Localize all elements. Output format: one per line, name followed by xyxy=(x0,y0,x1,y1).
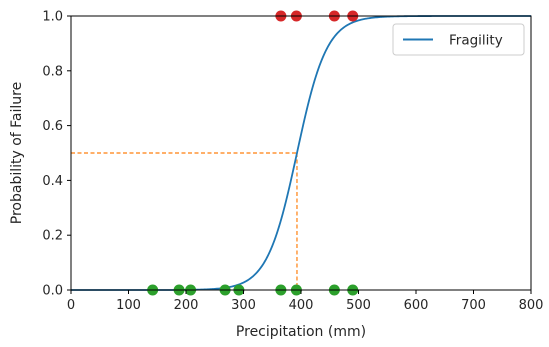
legend: Fragility xyxy=(392,23,525,56)
x-tick-label: 400 xyxy=(289,298,314,313)
y-tick-label: 0.0 xyxy=(42,284,63,299)
y-tick-label: 0.4 xyxy=(42,174,63,189)
ticks-layer: 0 100 200 300 400 500 600 700 800 0.0 0.2 0.4 0.6 0.8… xyxy=(42,10,543,314)
legend-box xyxy=(392,23,525,56)
x-tick-label: 800 xyxy=(519,298,544,313)
y-tick-label: 0.8 xyxy=(42,64,63,79)
x-tick-label: 500 xyxy=(346,298,371,313)
legend-label-fragility: Fragility xyxy=(449,33,503,49)
x-tick-label: 200 xyxy=(174,298,199,313)
y-axis-label: Probability of Failure xyxy=(9,82,25,224)
y-tick-label: 0.6 xyxy=(42,119,63,134)
y-tick-label: 0.2 xyxy=(42,229,63,244)
x-axis-label: Precipitation (mm) xyxy=(236,324,366,340)
x-tick-label: 300 xyxy=(231,298,256,313)
x-tick-label: 600 xyxy=(404,298,429,313)
x-tick-label: 700 xyxy=(461,298,486,313)
x-tick-label: 0 xyxy=(67,298,75,313)
x-tick-label: 100 xyxy=(116,298,141,313)
y-tick-label: 1.0 xyxy=(42,10,63,25)
